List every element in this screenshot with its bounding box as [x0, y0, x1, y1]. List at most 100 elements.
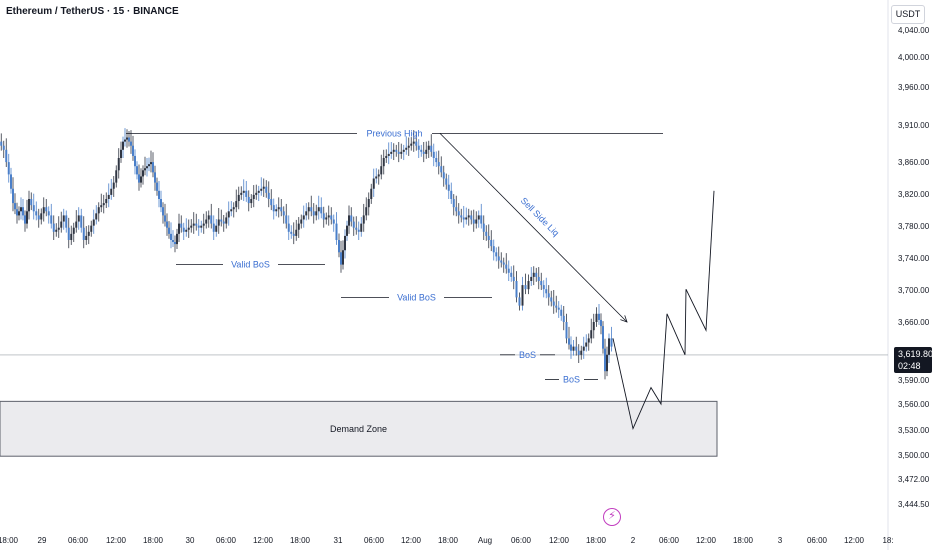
candle-body — [330, 215, 333, 220]
candle-body — [510, 272, 513, 277]
candle-body — [142, 170, 144, 177]
x-tick-label: 29 — [38, 536, 47, 545]
candle-body — [600, 319, 602, 327]
candle-body — [480, 215, 483, 224]
candle-body — [172, 240, 174, 243]
candle-body — [57, 227, 60, 230]
y-tick-label: 4,000.00 — [898, 53, 930, 62]
y-tick-label: 3,560.00 — [898, 400, 930, 409]
bos-label: BoS — [563, 374, 580, 384]
candle-body — [5, 149, 8, 163]
candle-body — [217, 219, 220, 226]
candle-body — [237, 194, 240, 202]
candle-body — [425, 149, 428, 154]
candle-body — [370, 188, 373, 199]
currency-badge[interactable]: USDT — [891, 5, 925, 24]
candle-body — [385, 155, 388, 158]
x-tick-label: 18:00 — [0, 536, 19, 545]
symbol-title[interactable]: Ethereum / TetherUS · 15 · BINANCE — [6, 6, 179, 17]
candle-body — [164, 215, 166, 222]
candle-body — [122, 141, 124, 150]
candle-body — [335, 223, 338, 240]
candle-body — [420, 149, 423, 152]
candle-body — [570, 344, 572, 351]
candle-body — [200, 225, 203, 228]
candle-body — [500, 260, 503, 263]
candle-body — [176, 233, 178, 245]
candle-body — [432, 151, 435, 158]
candle-body — [160, 199, 162, 208]
candle-body — [547, 293, 550, 298]
candle-body — [550, 297, 553, 302]
candle-body — [112, 182, 115, 189]
candle-body — [28, 199, 30, 212]
candle-body — [250, 199, 253, 204]
y-tick-label: 3,820.00 — [898, 190, 930, 199]
candle-body — [60, 221, 63, 228]
candle-body — [85, 235, 88, 240]
candle-body — [565, 322, 568, 339]
candle-body — [372, 178, 375, 189]
x-tick-label: 12:00 — [549, 536, 570, 545]
candle-body — [492, 246, 495, 253]
current-price-badge: 3,619.80 02:48 — [894, 347, 932, 373]
y-tick-label: 3,700.00 — [898, 286, 930, 295]
candle-body — [205, 219, 208, 224]
candle-body — [490, 240, 493, 247]
candle-body — [82, 227, 85, 240]
candle-body — [77, 215, 80, 222]
candle-body — [518, 297, 521, 306]
candle-body — [527, 281, 530, 290]
candle-body — [397, 151, 400, 154]
candle-body — [312, 211, 315, 216]
candle-body — [90, 225, 93, 232]
candle-body — [185, 229, 188, 232]
candle-body — [610, 338, 613, 347]
candle-body — [387, 153, 390, 156]
candle-body — [595, 313, 598, 322]
candle-body — [305, 211, 308, 216]
candle-body — [417, 145, 420, 150]
candle-body — [152, 162, 154, 173]
candle-body — [277, 207, 280, 210]
candle-body — [138, 174, 140, 183]
candle-body — [192, 223, 195, 226]
candle-body — [532, 272, 535, 277]
candle-body — [120, 149, 122, 158]
candle-body — [502, 262, 505, 265]
candle-body — [287, 223, 290, 232]
candle-body — [144, 168, 146, 171]
candle-body — [360, 223, 363, 232]
candle-body — [235, 201, 238, 208]
y-tick-label: 3,740.00 — [898, 254, 930, 263]
x-tick-label: 18:00 — [586, 536, 607, 545]
candle-body — [110, 188, 113, 195]
y-tick-label: 3,590.00 — [898, 376, 930, 385]
candle-body — [357, 229, 360, 232]
candle-body — [606, 354, 608, 372]
x-tick-label: 3 — [778, 536, 783, 545]
candle-body — [197, 225, 200, 228]
candle-body — [585, 342, 588, 347]
x-tick-label: 30 — [186, 536, 195, 545]
y-tick-label: 3,444.50 — [898, 500, 930, 509]
candle-body — [521, 285, 524, 306]
candle-body — [352, 221, 355, 228]
candle-body — [462, 217, 465, 220]
candle-body — [247, 196, 250, 204]
candle-body — [227, 211, 230, 218]
candle-body — [37, 215, 40, 220]
candle-body — [495, 252, 498, 257]
candle-body — [560, 309, 563, 316]
lightning-icon[interactable]: ⚡ — [603, 508, 621, 526]
candle-body — [95, 213, 98, 220]
candle-body — [72, 227, 75, 234]
x-tick-label: 12:00 — [106, 536, 127, 545]
x-tick-label: 06:00 — [659, 536, 680, 545]
candle-body — [590, 330, 593, 339]
x-tick-label: 18:00 — [438, 536, 459, 545]
candle-body — [102, 203, 105, 206]
candle-body — [242, 190, 245, 193]
candle-body — [568, 338, 570, 345]
